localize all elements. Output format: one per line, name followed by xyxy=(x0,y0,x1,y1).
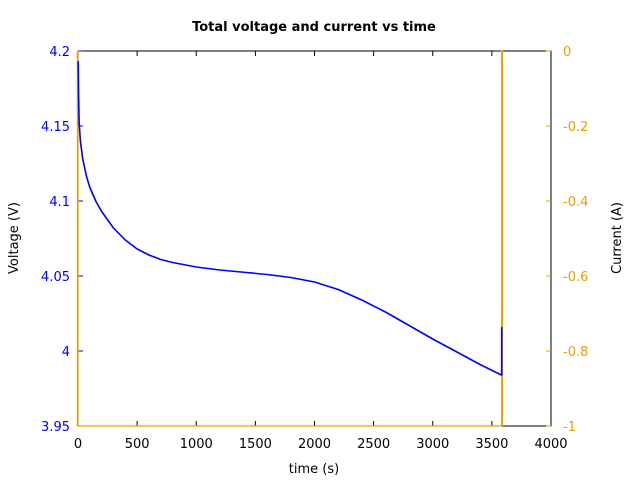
y-axis-left-label: Voltage (V) xyxy=(7,202,22,274)
y-right-tick-label: -0.4 xyxy=(563,195,588,210)
x-tick-label: 3500 xyxy=(475,437,508,452)
x-tick-label: 0 xyxy=(74,437,82,452)
y-axis-right-label: Current (A) xyxy=(610,202,625,274)
y-right-tick-label: -0.8 xyxy=(563,345,588,360)
x-tick-label: 2500 xyxy=(357,437,390,452)
y-right-tick-label: 0 xyxy=(563,45,571,60)
current-series-line xyxy=(76,50,504,427)
x-tick-label: 500 xyxy=(125,437,150,452)
y-axis-right: -1 -0.8 -0.6 -0.4 -0.2 0 xyxy=(546,45,588,435)
series-layer xyxy=(76,50,504,427)
y-axis-left: 3.95 4 4.05 4.1 4.15 4.2 xyxy=(41,45,83,435)
chart-title: Total voltage and current vs time xyxy=(192,20,436,35)
y-right-tick-label: -0.2 xyxy=(563,120,588,135)
x-tick-label: 1000 xyxy=(180,437,213,452)
plot-frame xyxy=(77,50,552,427)
x-axis-label: time (s) xyxy=(289,462,339,477)
x-tick-label: 1500 xyxy=(239,437,272,452)
x-tick-label: 3000 xyxy=(416,437,449,452)
x-axis: 0 500 1000 1500 2000 2500 3000 3500 4000 xyxy=(74,51,568,452)
y-right-tick-label: -0.6 xyxy=(563,270,588,285)
y-left-tick-label: 4.05 xyxy=(41,270,70,285)
y-left-tick-label: 3.95 xyxy=(41,420,70,435)
x-tick-label: 4000 xyxy=(534,437,567,452)
x-tick-label: 2000 xyxy=(298,437,331,452)
y-left-tick-label: 4.1 xyxy=(49,195,70,210)
y-left-tick-label: 4.2 xyxy=(49,45,70,60)
y-left-tick-label: 4.15 xyxy=(41,120,70,135)
voltage-series-line xyxy=(77,60,503,376)
y-right-tick-label: -1 xyxy=(563,420,576,435)
y-left-tick-label: 4 xyxy=(62,345,70,360)
